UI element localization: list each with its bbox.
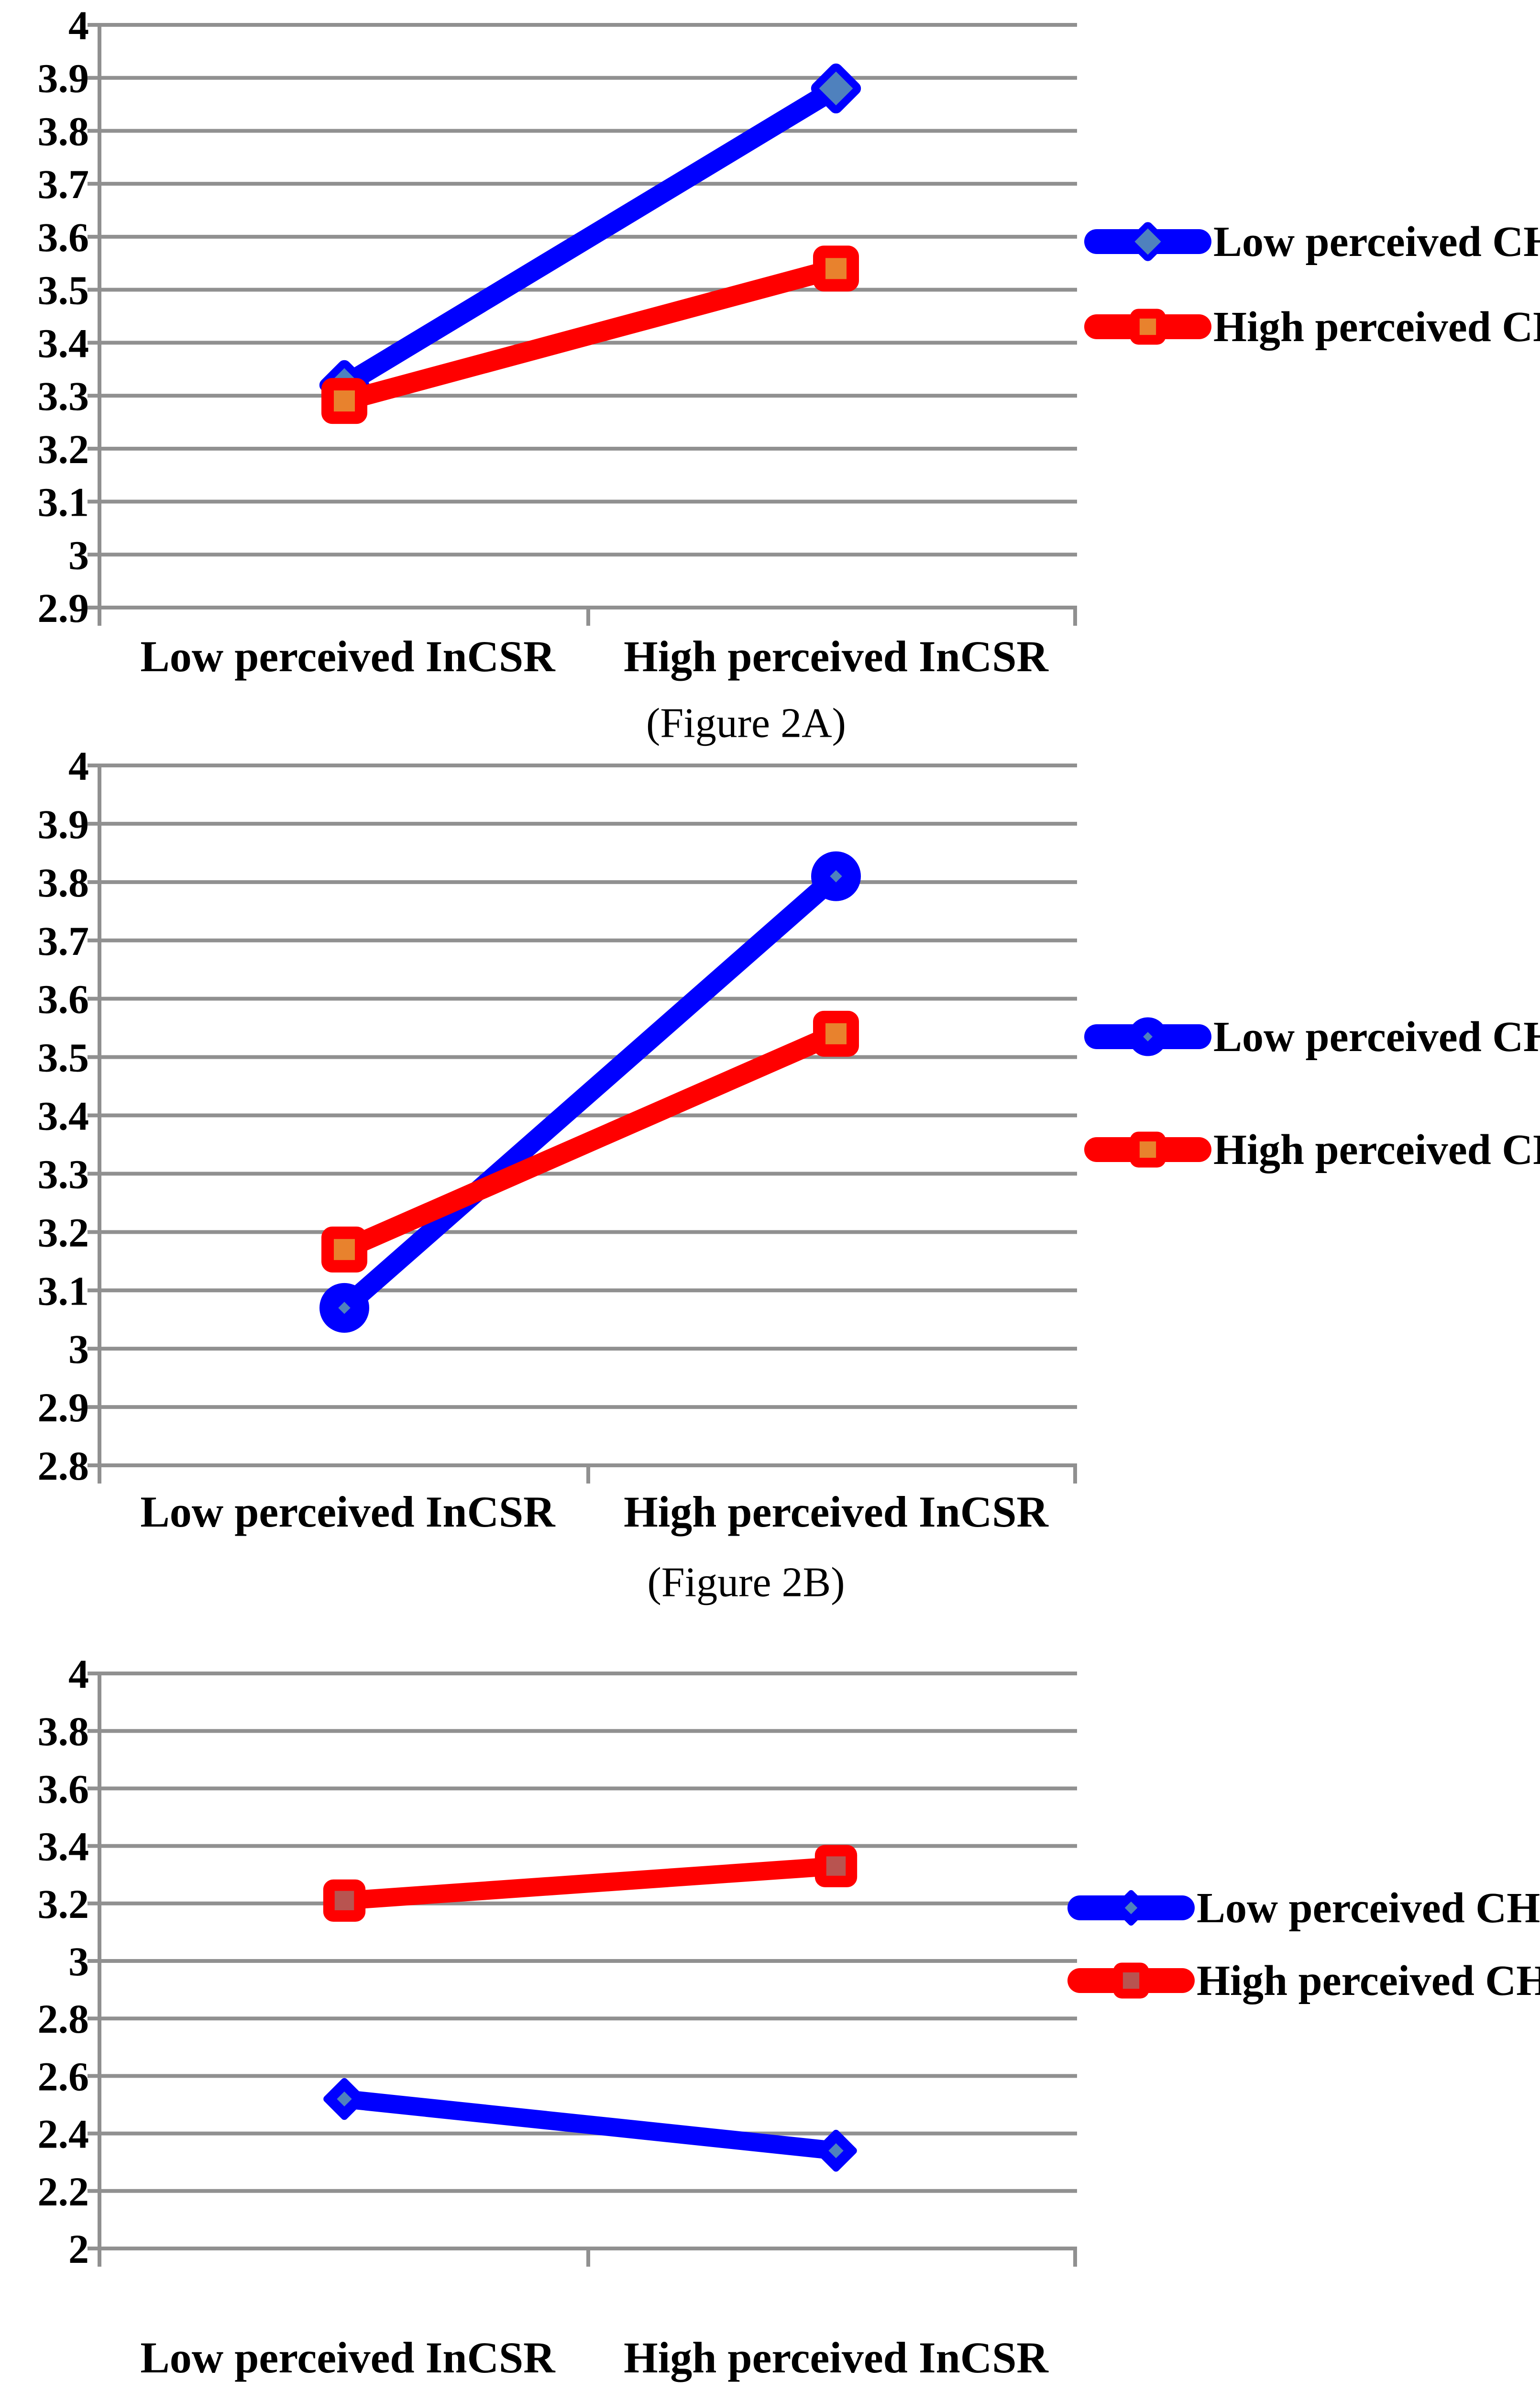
- y-axis-tick-label: 4: [68, 1651, 89, 1697]
- y-axis-tick-label: 2.2: [38, 2169, 89, 2215]
- y-axis-tick-label: 2.9: [38, 585, 89, 631]
- series-line-high-perceived-ch: [335, 1857, 846, 1910]
- y-axis-tick-label: 2.8: [38, 1996, 89, 2042]
- y-axis-tick-label: 2: [68, 2226, 89, 2272]
- legend-square-marker: [1130, 1131, 1166, 1168]
- chart-2c-legend-high: High perceived CH: [1067, 1949, 1540, 2012]
- y-axis-tick-label: 3.1: [38, 479, 89, 525]
- y-axis-tick-label: 3.8: [38, 860, 89, 906]
- series-high-perceived-ch-square-marker: [323, 1879, 366, 1922]
- y-axis-tick-label: 3.8: [38, 108, 89, 154]
- series-line-low-perceived-ch: [335, 2090, 846, 2160]
- y-axis-tick-label: 2.9: [38, 1384, 89, 1430]
- chart-2a-legend-high: High perceived CH: [1084, 296, 1540, 358]
- y-axis-tick-label: 3.4: [38, 320, 89, 366]
- legend-line-square-icon: [1067, 1962, 1195, 1999]
- series-line-low-perceived-ch: [334, 78, 846, 395]
- legend-marker-dot: [1143, 1032, 1153, 1041]
- series-high-perceived-ch-square-marker: [321, 1226, 367, 1273]
- legend-square-marker: [1113, 1962, 1149, 1999]
- y-axis-tick-label: 2.6: [38, 2053, 89, 2099]
- legend-marker-dot: [1124, 1901, 1138, 1915]
- y-axis-tick-label: 3: [68, 532, 89, 578]
- y-axis-tick-label: 2.4: [38, 2111, 89, 2157]
- legend-line-diamond-icon: [1067, 1890, 1195, 1926]
- legend-line-diamond-icon: [1084, 222, 1211, 261]
- legend-label-high-perceived-ch: High perceived CH: [1197, 1957, 1540, 2004]
- series-low-perceived-ch-diamond-marker: [811, 63, 861, 114]
- y-axis-tick-label: 3.1: [38, 1268, 89, 1314]
- chart-2a-caption: (Figure 2A): [646, 700, 846, 747]
- series-high-perceived-ch-square-marker: [814, 1845, 858, 1887]
- y-axis-tick-label: 3.2: [38, 1881, 89, 1927]
- y-axis-tick-label: 3.5: [38, 1035, 89, 1081]
- legend-line-diamond-icon: [1084, 1017, 1211, 1056]
- chart-2c-plot: 4 3.8 3.6 3.4 3.2 3 2.8 2.6 2.4 2.2 2: [38, 1651, 1077, 2272]
- y-axis-tick-label: 3: [68, 1326, 89, 1372]
- chart-2c-category-label-high: High perceived InCSR: [624, 2333, 1048, 2382]
- chart-2b-legend-high: High perceived CH: [1084, 1118, 1540, 1181]
- legend-label-high-perceived-ch: High perceived CH: [1213, 303, 1540, 351]
- legend-diamond-marker: [1128, 222, 1167, 261]
- chart-2c-category-label-low: Low perceived InCSR: [140, 2333, 555, 2382]
- y-axis-tick-label: 3.5: [38, 267, 89, 313]
- series-high-perceived-ch-square-marker: [813, 245, 859, 292]
- y-axis-tick-label: 2.8: [38, 1443, 89, 1489]
- y-axis-tick-label: 3.2: [38, 1209, 89, 1255]
- series-line-low-perceived-ch: [334, 866, 846, 1318]
- y-axis-tick-label: 4: [68, 2, 89, 48]
- chart-2b-legend-low: Low perceived CH: [1084, 1006, 1540, 1068]
- y-axis-tick-label: 3.7: [38, 161, 89, 207]
- series-line-high-perceived-ch: [334, 1023, 846, 1260]
- y-axis-tick-label: 3: [68, 1938, 89, 1984]
- chart-2b-plot: 4 3.9 3.8 3.7 3.6 3.5 3.4 3.3 3.2 3.1 3 2.9 2.8: [38, 743, 1077, 1489]
- y-axis-tick-label: 3.9: [38, 55, 89, 101]
- chart-2c-legend-low: Low perceived CH: [1067, 1877, 1540, 1939]
- chart-2b-category-label-low: Low perceived InCSR: [140, 1487, 555, 1536]
- y-axis-tick-label: 3.9: [38, 801, 89, 847]
- chart-2b-caption: (Figure 2B): [647, 1559, 845, 1606]
- y-axis-tick-label: 3.6: [38, 976, 89, 1022]
- chart-2a-category-label-high: High perceived InCSR: [624, 632, 1048, 681]
- chart-2a-category-label-low: Low perceived InCSR: [140, 632, 555, 681]
- legend-square-marker: [1130, 309, 1166, 345]
- legend-line-square-icon: [1084, 309, 1211, 345]
- y-axis-tick-label: 3.8: [38, 1708, 89, 1754]
- legend-label-low-perceived-ch: Low perceived CH: [1213, 218, 1540, 266]
- y-axis-tick-label: 3.6: [38, 1766, 89, 1812]
- series-line-high-perceived-ch: [334, 258, 846, 411]
- y-axis-tick-label: 3.3: [38, 1151, 89, 1197]
- y-axis-tick-label: 4: [68, 743, 89, 789]
- y-axis-tick-label: 3.7: [38, 918, 89, 964]
- y-axis-tick-label: 3.4: [38, 1093, 89, 1139]
- legend-label-low-perceived-ch: Low perceived CH: [1213, 1013, 1540, 1061]
- chart-2a-plot: 4 3.9 3.8 3.7 3.6 3.5 3.4 3.3 3.2 3.1 3 2.9: [38, 2, 1077, 631]
- chart-2b-category-label-high: High perceived InCSR: [624, 1487, 1048, 1536]
- series-high-perceived-ch-square-marker: [321, 378, 367, 424]
- legend-label-high-perceived-ch: High perceived CH: [1213, 1126, 1540, 1174]
- y-axis-tick-label: 3.4: [38, 1824, 89, 1870]
- y-axis-tick-label: 3.6: [38, 214, 89, 260]
- y-axis-tick-label: 3.3: [38, 373, 89, 419]
- series-high-perceived-ch-square-marker: [813, 1010, 859, 1057]
- y-axis-tick-label: 3.2: [38, 426, 89, 472]
- legend-line-square-icon: [1084, 1131, 1211, 1168]
- chart-2a-legend-low: Low perceived CH: [1084, 210, 1540, 273]
- legend-label-low-perceived-ch: Low perceived CH: [1197, 1884, 1540, 1932]
